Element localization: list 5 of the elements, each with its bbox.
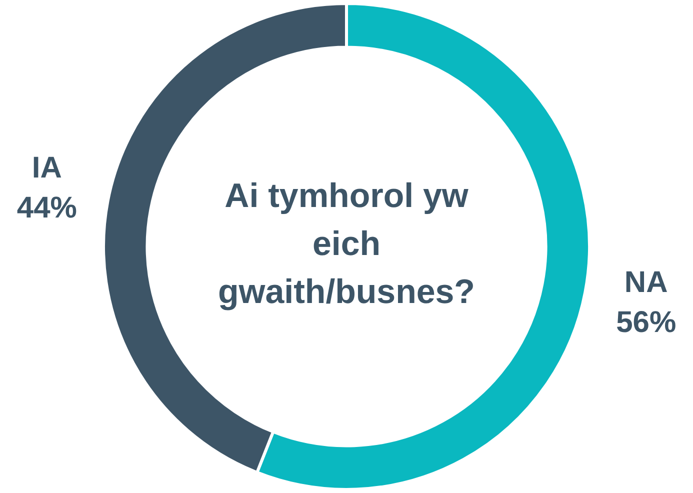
data-label: 56%	[616, 306, 676, 339]
data-label: 44%	[16, 192, 77, 225]
slice-label: IA	[32, 152, 62, 185]
text: Ai tymhorol yw eich gwaith/busnes?	[217, 176, 476, 312]
slice-label: NA	[624, 266, 668, 299]
